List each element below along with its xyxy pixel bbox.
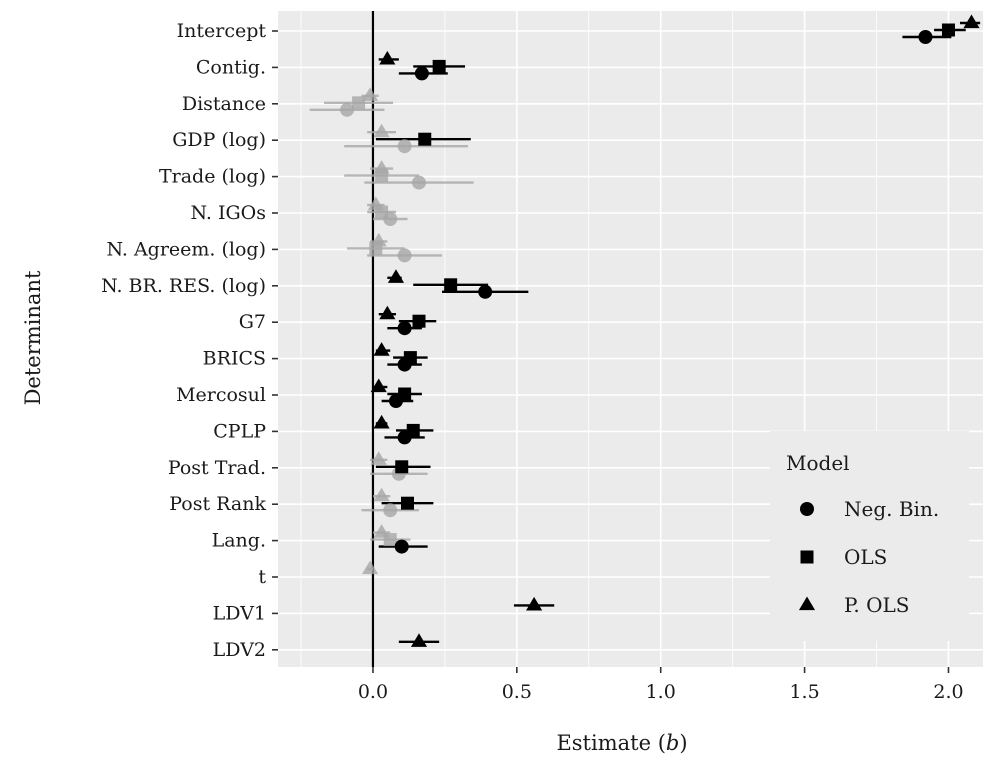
square-marker — [369, 241, 383, 255]
triangle-marker — [373, 414, 390, 429]
x-tick-label: 0.5 — [502, 681, 532, 703]
circle-marker — [394, 539, 409, 554]
triangle-marker — [362, 560, 379, 575]
circle-marker — [918, 30, 933, 44]
x-axis-ticks: 0.0 0.5 1.0 1.5 2.0 — [358, 667, 964, 703]
y-tick-label: BRICS — [203, 348, 266, 370]
y-tick-label: N. Agreem. (log) — [106, 238, 266, 260]
circle-marker — [383, 212, 398, 226]
circle-marker — [388, 394, 403, 408]
triangle-marker — [387, 269, 405, 283]
y-tick-label: t — [258, 566, 266, 588]
triangle-marker — [373, 342, 390, 356]
square-marker — [800, 550, 814, 564]
triangle-marker — [963, 14, 980, 29]
circle-marker — [397, 357, 412, 372]
circle-marker — [397, 139, 412, 154]
circle-marker — [412, 175, 426, 190]
y-tick-label: Intercept — [177, 20, 267, 42]
y-tick-label: N. BR. RES. (log) — [101, 275, 266, 297]
triangle-marker — [373, 123, 390, 138]
x-tick-label: 0.0 — [358, 681, 388, 703]
y-tick-label: Post Trad. — [168, 457, 266, 479]
y-tick-label: LDV1 — [213, 602, 266, 624]
y-axis-ticks: Intercept Contig. Distance GDP (log) Trade (… — [101, 20, 278, 661]
y-tick-label: LDV2 — [213, 639, 266, 661]
circle-marker — [414, 66, 429, 81]
square-marker — [383, 533, 397, 547]
legend: Model Neg. Bin. OLS P. OLS — [770, 431, 969, 641]
legend-label: P. OLS — [844, 593, 910, 617]
square-marker — [412, 314, 426, 328]
legend-label: OLS — [844, 545, 887, 569]
square-marker — [375, 169, 389, 183]
triangle-marker — [370, 378, 387, 393]
x-axis-title: Estimate (b) — [556, 731, 687, 755]
y-tick-label: GDP (log) — [172, 129, 266, 151]
square-marker — [352, 96, 366, 110]
square-marker — [444, 278, 458, 292]
y-tick-label: Mercosul — [176, 384, 266, 406]
legend-title: Model — [786, 451, 850, 475]
point-markers — [340, 14, 980, 647]
y-tick-label: CPLP — [213, 420, 266, 442]
triangle-marker — [798, 596, 816, 611]
circle-marker — [383, 503, 398, 518]
y-tick-label: Post Rank — [169, 493, 266, 515]
triangle-marker — [379, 305, 396, 320]
x-tick-label: 1.0 — [646, 681, 676, 703]
triangle-marker — [362, 87, 379, 101]
y-tick-label: G7 — [239, 311, 266, 333]
legend-label: Neg. Bin. — [844, 497, 939, 521]
circle-marker — [397, 430, 412, 445]
x-axis-title-symbol: b — [666, 731, 679, 755]
square-marker — [941, 23, 955, 37]
circle-marker — [397, 321, 412, 336]
y-axis-title: Determinant — [21, 270, 45, 405]
circle-marker — [340, 102, 355, 117]
triangle-marker — [526, 596, 543, 611]
square-marker — [418, 132, 432, 146]
triangle-marker — [370, 451, 387, 465]
legend-items: Neg. Bin. OLS P. OLS — [787, 489, 939, 625]
square-marker — [395, 460, 409, 474]
square-marker — [432, 59, 446, 73]
circle-marker — [478, 284, 493, 299]
x-tick-label: 1.5 — [789, 681, 819, 703]
triangle-marker — [373, 487, 390, 502]
y-tick-label: Trade (log) — [159, 166, 266, 188]
triangle-marker — [410, 633, 428, 647]
x-tick-label: 2.0 — [933, 681, 963, 703]
y-tick-label: N. IGOs — [191, 202, 267, 224]
circle-marker — [800, 502, 814, 516]
x-axis-title-text: Estimate — [556, 731, 651, 755]
square-marker — [400, 496, 414, 510]
triangle-marker — [379, 50, 396, 65]
circle-marker — [397, 248, 412, 263]
y-tick-label: Lang. — [212, 530, 266, 552]
y-tick-label: Distance — [182, 93, 266, 115]
y-tick-label: Contig. — [196, 56, 266, 78]
